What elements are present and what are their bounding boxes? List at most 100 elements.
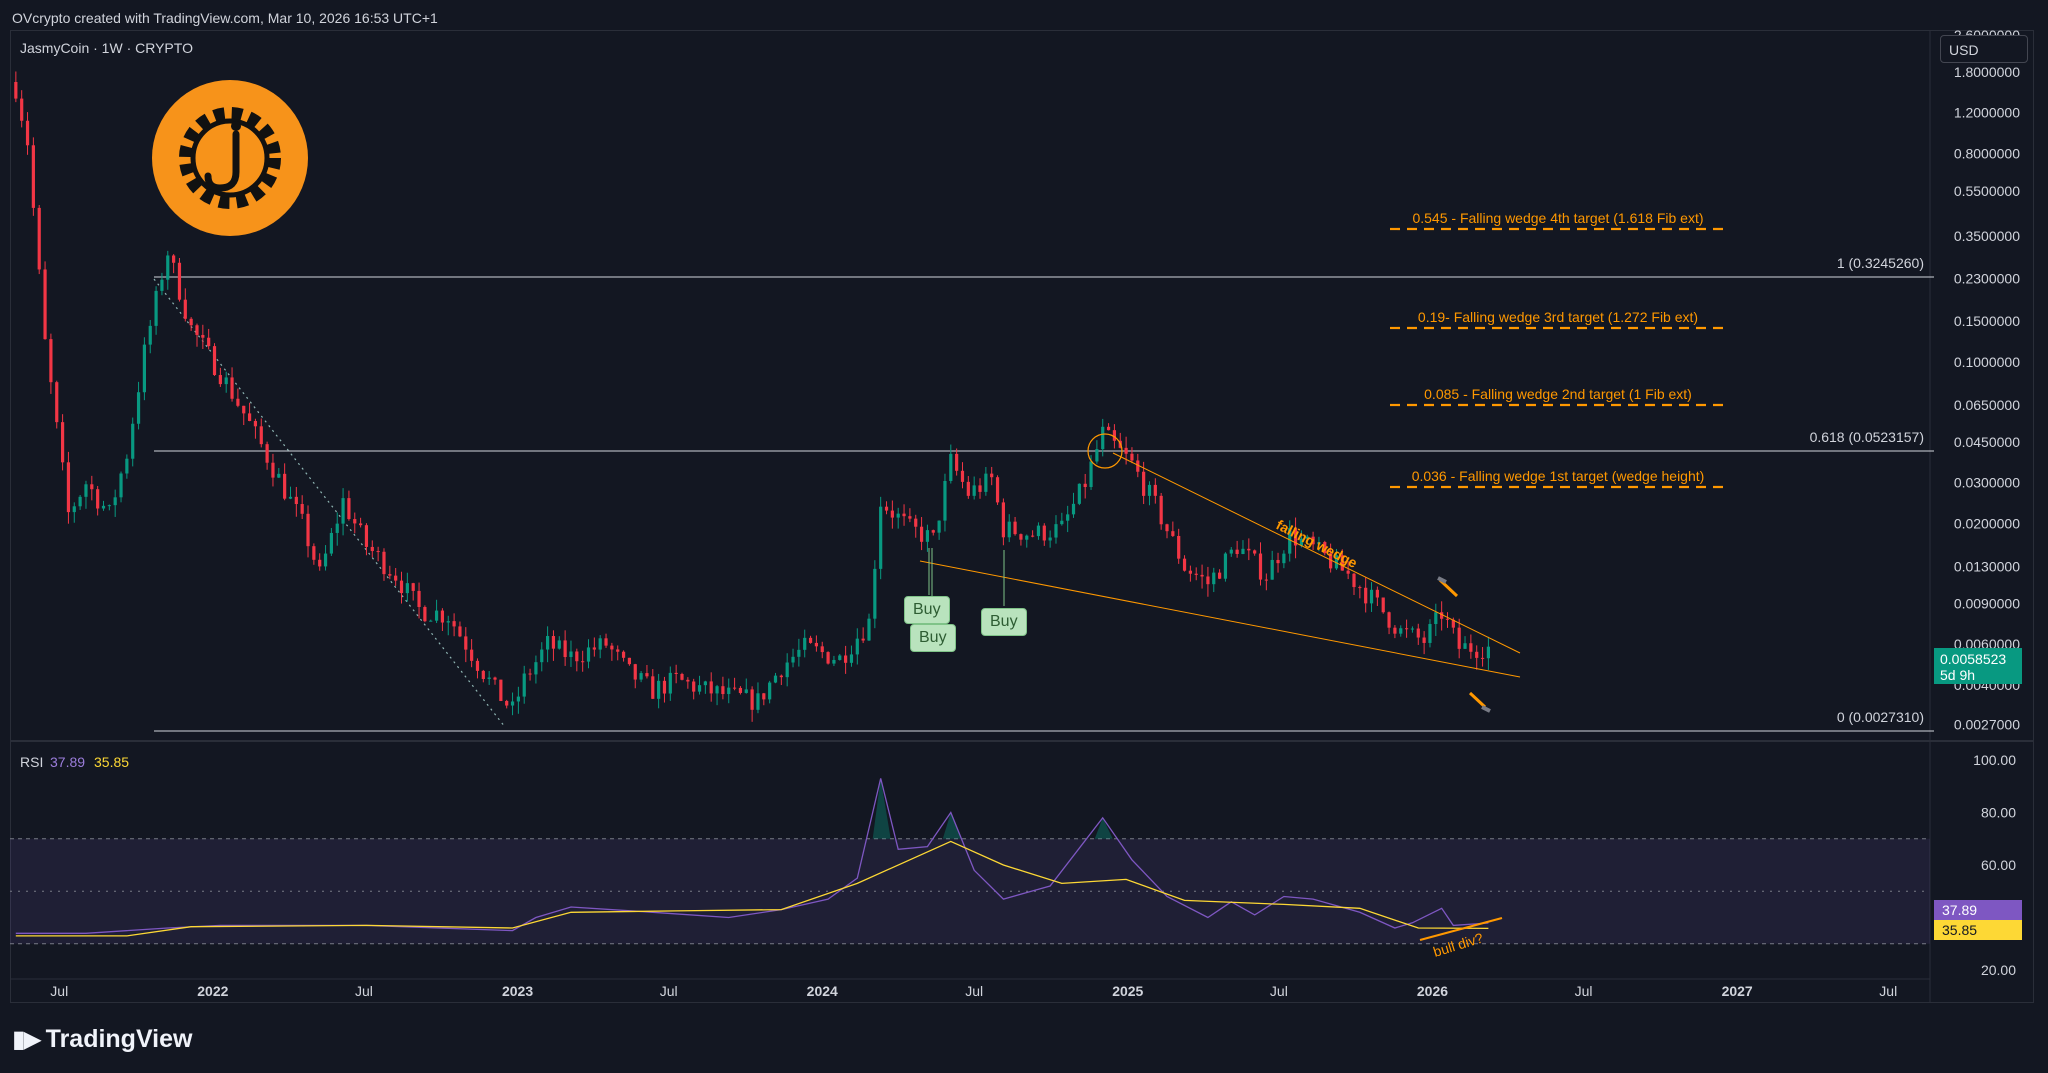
candle-body <box>1177 535 1181 559</box>
candle-body <box>148 325 152 345</box>
candle-body <box>312 546 316 560</box>
candle-body <box>586 647 591 662</box>
candle-body <box>399 580 404 594</box>
candle-body <box>791 656 795 663</box>
rsi-tick-label: 20.00 <box>1981 962 2016 978</box>
candle-body <box>464 636 468 650</box>
fib-label-1: 1 (0.3245260) <box>1837 255 1924 271</box>
candle-body <box>1428 624 1432 643</box>
candle-body <box>768 682 772 700</box>
candle-body <box>1457 627 1461 649</box>
currency-selector[interactable]: USD <box>1940 35 2028 63</box>
candle-body <box>166 255 170 280</box>
candle-body <box>1060 520 1064 525</box>
rsi-label: RSI <box>20 754 43 770</box>
candle-body <box>253 420 258 427</box>
candle-body <box>113 497 117 506</box>
candle-body <box>832 659 836 664</box>
candle-body <box>1369 589 1374 604</box>
candle-body <box>709 681 713 694</box>
candle-body <box>487 677 491 679</box>
candle-body <box>1025 535 1029 540</box>
candle-body <box>773 675 778 683</box>
candle-body <box>890 510 894 518</box>
candle-body <box>382 551 386 575</box>
candle-body <box>949 453 953 481</box>
candle-body <box>662 680 667 694</box>
candle-body <box>814 642 818 647</box>
candle-body <box>1445 618 1450 620</box>
price-tick-label: 0.8000000 <box>1954 145 2020 161</box>
candle-body <box>581 661 585 663</box>
candle-body <box>1311 536 1315 545</box>
candle-body <box>1475 651 1479 658</box>
candle-body <box>1066 514 1070 521</box>
rsi-overbought-fill <box>872 778 1113 839</box>
candles <box>14 71 1490 722</box>
candle-body <box>259 426 263 445</box>
candle-body <box>797 649 801 657</box>
candle-body <box>1352 573 1356 588</box>
candle-body <box>1147 484 1152 496</box>
candle-body <box>1212 572 1216 585</box>
candle-body <box>884 506 889 511</box>
rsi-ma-line <box>15 840 1489 937</box>
candle-body <box>49 339 53 383</box>
candle-body <box>902 513 906 517</box>
candle-body <box>341 498 345 524</box>
candle-body <box>727 687 731 695</box>
time-tick-label: Jul <box>660 983 678 999</box>
time-tick-label: 2025 <box>1112 983 1143 999</box>
candle-body <box>1048 537 1052 541</box>
candle-body <box>931 530 935 533</box>
candle-body <box>136 392 141 424</box>
candle-body <box>651 676 655 699</box>
candle-body <box>195 325 199 335</box>
candle-body <box>943 480 947 521</box>
price-tick-label: 0.0130000 <box>1954 559 2020 575</box>
candle-body <box>1334 555 1339 569</box>
candle-body <box>1042 525 1046 541</box>
candle-body <box>1404 628 1409 630</box>
candle-body <box>604 638 608 646</box>
rsi-tick-label: 60.00 <box>1981 857 2016 873</box>
candle-body <box>756 693 760 710</box>
candle-body <box>861 638 865 641</box>
price-axis[interactable]: 2.60000001.80000001.20000000.80000000.55… <box>1954 27 2020 732</box>
candle-body <box>72 506 76 513</box>
candle-body <box>762 693 766 700</box>
candle-body <box>960 470 965 482</box>
candle-body <box>1276 559 1280 564</box>
candle-body <box>908 516 912 519</box>
candle-body <box>919 526 924 542</box>
candle-body <box>218 375 222 385</box>
rsi-line <box>15 778 1489 934</box>
falling-wedge-label: falling wedge <box>1274 516 1360 571</box>
candle-body <box>434 610 439 621</box>
candle-body <box>20 98 24 121</box>
candle-body <box>1007 521 1011 538</box>
jasmycoin-logo <box>152 80 308 236</box>
candle-body <box>534 662 538 675</box>
candle-body <box>283 473 287 499</box>
time-axis[interactable]: Jul 2022 Jul 2023 Jul 2024 Jul 2025 Jul 2026 Jul 20… <box>50 983 1897 999</box>
candle-body <box>1241 548 1245 555</box>
candle-body <box>639 673 643 680</box>
time-tick-label: 2022 <box>197 983 228 999</box>
candle-body <box>978 485 982 492</box>
candle-body <box>914 518 918 527</box>
candle-body <box>627 657 632 665</box>
candle-body <box>522 673 526 697</box>
candle-body <box>1013 521 1017 535</box>
price-tick-label: 0.0300000 <box>1954 475 2020 491</box>
tradingview-logo[interactable]: ▮▶ TradingView <box>12 1025 192 1054</box>
candle-body <box>657 680 661 699</box>
candle-body <box>1235 549 1239 555</box>
candle-body <box>1305 536 1309 539</box>
candle-body <box>1480 657 1485 659</box>
price-tick-label: 0.0650000 <box>1954 397 2020 413</box>
tradingview-brand: TradingView <box>45 1025 193 1053</box>
candle-body <box>1410 628 1415 630</box>
